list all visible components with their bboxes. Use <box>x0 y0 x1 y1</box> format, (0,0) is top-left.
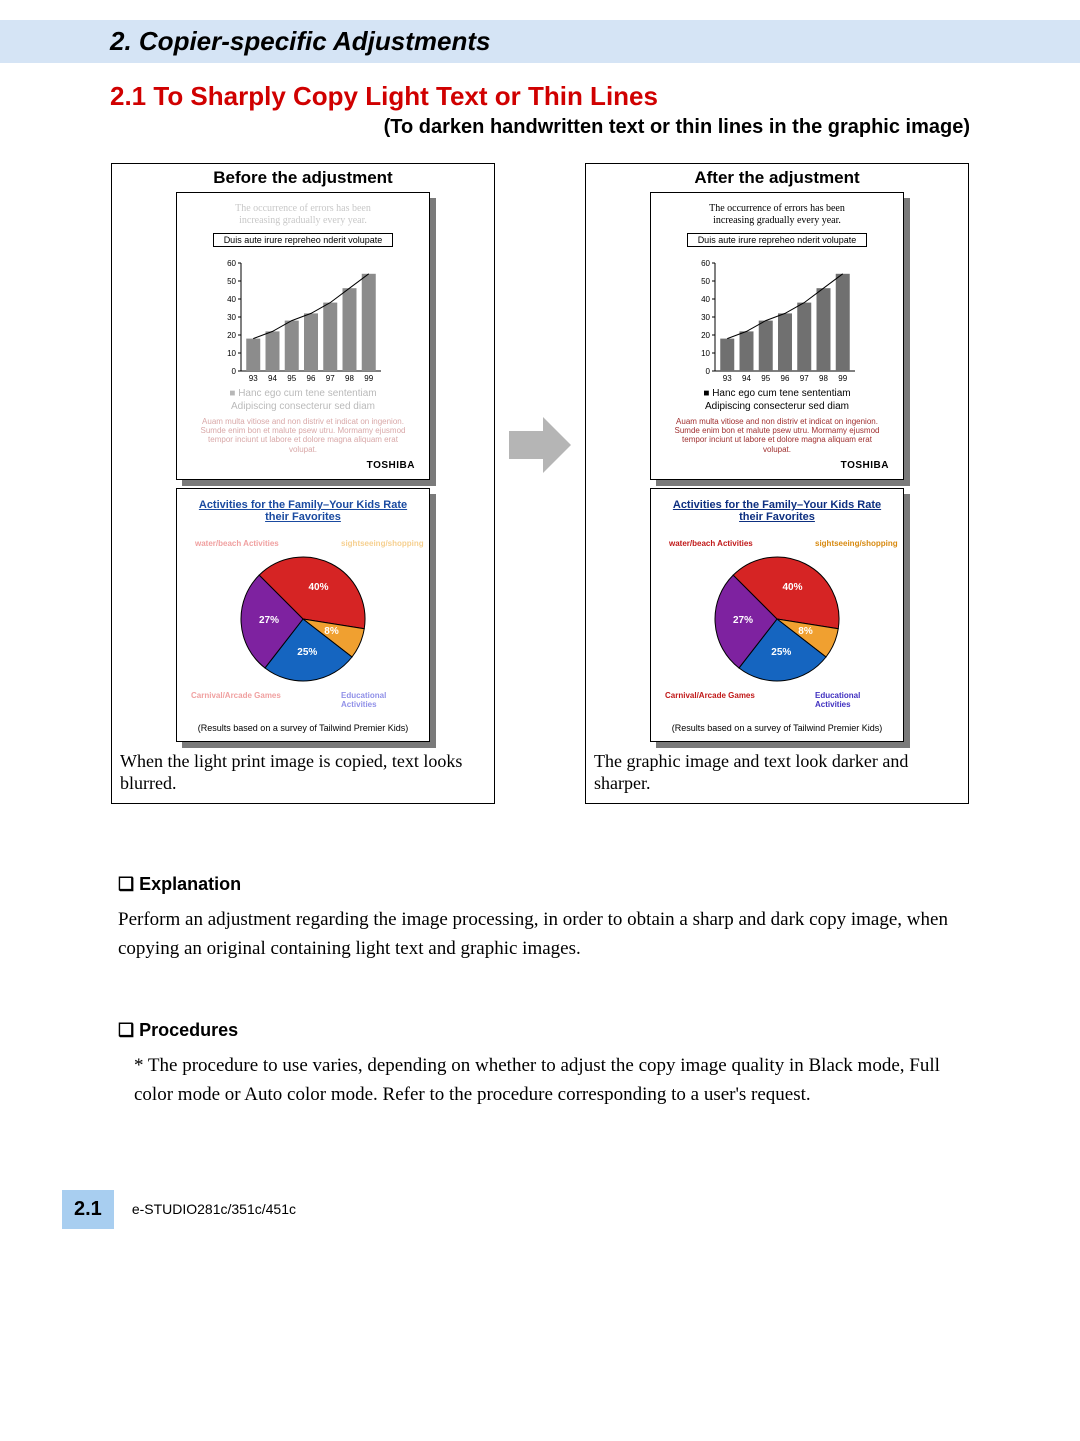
before-doc-pie: Activities for the Family–Your Kids Rate… <box>176 488 430 742</box>
bar-chart-after: 0 10 20 30 40 50 60 93 94 95 96 97 98 99 <box>687 253 867 383</box>
after-panel: After the adjustment The occurrence of e… <box>585 163 969 804</box>
after-doc-chart: The occurrence of errors has been increa… <box>650 192 904 480</box>
chapter-title: 2. Copier-specific Adjustments <box>110 26 1080 57</box>
svg-text:0: 0 <box>706 367 711 376</box>
svg-text:30: 30 <box>227 313 236 322</box>
explanation-text: Perform an adjustment regarding the imag… <box>118 905 970 964</box>
pie-title: Activities for the Family–Your Kids Rate… <box>191 499 415 523</box>
svg-text:10: 10 <box>227 349 236 358</box>
footer-model: e-STUDIO281c/351c/451c <box>132 1201 296 1217</box>
svg-text:40: 40 <box>227 295 236 304</box>
svg-text:96: 96 <box>781 374 790 383</box>
lorem-text: Auam multa vitiose and non distriv et in… <box>669 417 885 454</box>
brand-label: TOSHIBA <box>665 460 889 471</box>
svg-text:98: 98 <box>819 374 828 383</box>
svg-text:60: 60 <box>701 259 710 268</box>
explanation-head: Explanation <box>118 874 970 895</box>
svg-text:95: 95 <box>287 374 296 383</box>
svg-text:20: 20 <box>701 331 710 340</box>
comparison-panels: Before the adjustment The occurrence of … <box>0 163 1080 804</box>
svg-text:97: 97 <box>800 374 809 383</box>
pie-title: Activities for the Family–Your Kids Rate… <box>665 499 889 523</box>
svg-text:93: 93 <box>249 374 258 383</box>
bullet-text: ■ Hanc ego cum tene sententiam Adipiscin… <box>665 387 889 413</box>
survey-note: (Results based on a survey of Tailwind P… <box>191 723 415 733</box>
handwritten-text: The occurrence of errors has been increa… <box>191 203 415 227</box>
footer-badge: 2.1 <box>62 1190 114 1229</box>
procedures-text: * The procedure to use varies, depending… <box>118 1051 970 1110</box>
svg-text:99: 99 <box>364 374 373 383</box>
svg-text:95: 95 <box>761 374 770 383</box>
after-caption: The graphic image and text look darker a… <box>594 750 960 795</box>
after-doc-pie: Activities for the Family–Your Kids Rate… <box>650 488 904 742</box>
arrow-icon <box>505 413 575 477</box>
svg-text:93: 93 <box>723 374 732 383</box>
section-subtitle: (To darken handwritten text or thin line… <box>0 116 1080 139</box>
before-label: Before the adjustment <box>120 168 486 188</box>
before-panel: Before the adjustment The occurrence of … <box>111 163 495 804</box>
caption-box: Duis aute irure repreheo nderit volupate <box>687 233 867 247</box>
bullet-text: ■ Hanc ego cum tene sententiam Adipiscin… <box>191 387 415 413</box>
bar-chart-before: 0 10 20 30 40 50 60 93 94 95 96 97 98 99 <box>213 253 393 383</box>
svg-text:60: 60 <box>227 259 236 268</box>
brand-label: TOSHIBA <box>191 460 415 471</box>
before-caption: When the light print image is copied, te… <box>120 750 486 795</box>
svg-text:97: 97 <box>326 374 335 383</box>
svg-text:20: 20 <box>227 331 236 340</box>
svg-text:94: 94 <box>268 374 277 383</box>
procedures-head: Procedures <box>118 1020 970 1041</box>
lorem-text: Auam multa vitiose and non distriv et in… <box>195 417 411 454</box>
chapter-band: 2. Copier-specific Adjustments <box>0 20 1080 63</box>
caption-box: Duis aute irure repreheo nderit volupate <box>213 233 393 247</box>
svg-text:94: 94 <box>742 374 751 383</box>
survey-note: (Results based on a survey of Tailwind P… <box>665 723 889 733</box>
svg-text:98: 98 <box>345 374 354 383</box>
svg-text:50: 50 <box>227 277 236 286</box>
before-doc-chart: The occurrence of errors has been increa… <box>176 192 430 480</box>
svg-text:50: 50 <box>701 277 710 286</box>
svg-text:40: 40 <box>701 295 710 304</box>
svg-text:96: 96 <box>307 374 316 383</box>
svg-text:30: 30 <box>701 313 710 322</box>
explanation-block: Explanation Perform an adjustment regard… <box>0 874 1080 964</box>
procedures-block: Procedures * The procedure to use varies… <box>0 1020 1080 1110</box>
footer: 2.1 e-STUDIO281c/351c/451c <box>0 1190 1080 1229</box>
svg-text:10: 10 <box>701 349 710 358</box>
svg-text:99: 99 <box>838 374 847 383</box>
after-label: After the adjustment <box>594 168 960 188</box>
handwritten-text: The occurrence of errors has been increa… <box>665 203 889 227</box>
svg-text:0: 0 <box>232 367 237 376</box>
section-title: 2.1 To Sharply Copy Light Text or Thin L… <box>0 81 1080 112</box>
